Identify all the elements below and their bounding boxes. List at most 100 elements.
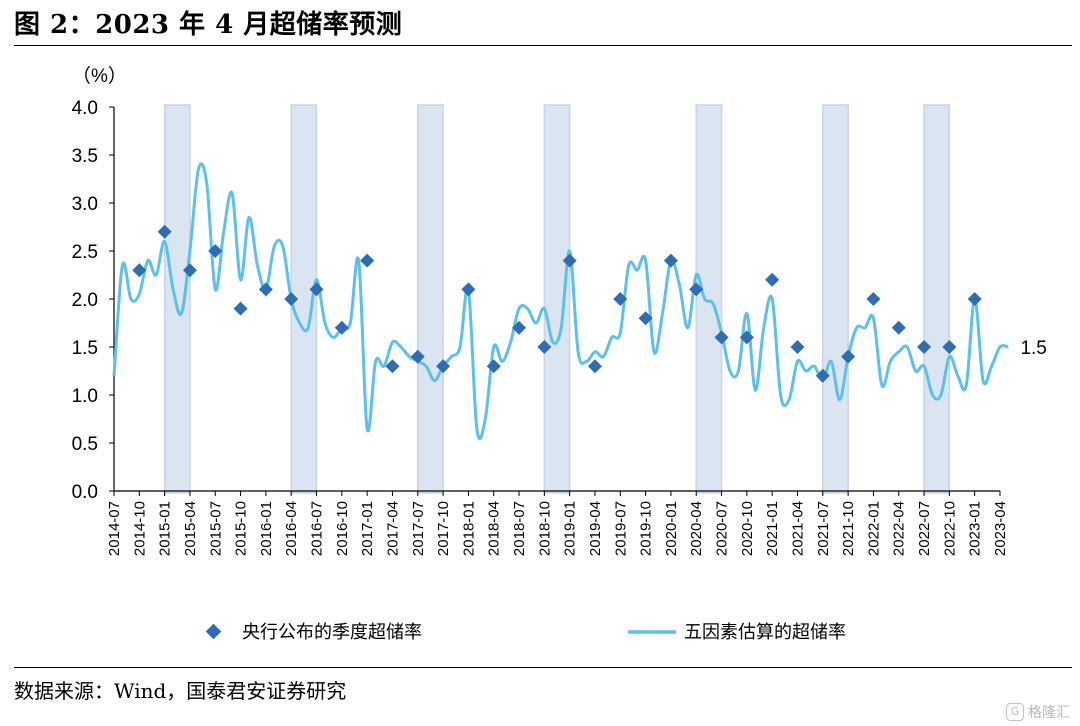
data-point-marker (891, 320, 906, 335)
data-point-marker (739, 330, 754, 345)
x-tick-label: 2022-10 (941, 501, 958, 556)
data-point-marker (309, 282, 324, 297)
x-tick-label: 2018-07 (511, 501, 528, 556)
data-point-marker (942, 340, 957, 354)
data-point-marker (208, 244, 223, 258)
data-point-marker (714, 330, 729, 345)
data-point-marker (866, 292, 881, 306)
x-tick-label: 2019-07 (612, 501, 629, 556)
chart: （%） 0.0 0.5 1.0 1.5 2.0 2.5 3.0 3.5 4.0 2014-07 2… (72, 65, 1047, 643)
data-point-marker (410, 349, 425, 364)
shaded-band-4 (695, 104, 723, 494)
legend-label-pboc: 央行公布的季度超储率 (242, 622, 422, 643)
shaded-periods (163, 104, 951, 494)
x-tick-label: 2015-10 (233, 501, 250, 556)
legend-label-estimate: 五因素估算的超储率 (684, 622, 846, 643)
data-point-marker (284, 292, 299, 306)
x-tick-label: 2017-07 (410, 501, 427, 556)
x-tick-label: 2023-04 (992, 501, 1009, 556)
x-tick-label: 2016-10 (334, 501, 351, 556)
watermark: G 格隆汇 (1006, 702, 1070, 722)
x-tick-label: 2020-07 (714, 501, 731, 556)
data-point-marker (334, 320, 349, 335)
x-tick-label: 2020-01 (663, 501, 680, 556)
g-logo-icon: G (1006, 703, 1024, 721)
data-point-marker (385, 359, 400, 374)
y-tick-label: 0.5 (72, 434, 98, 455)
x-tick-label: 2022-07 (916, 501, 933, 556)
x-tick-label: 2020-04 (688, 501, 705, 556)
series-markers-pboc (132, 224, 982, 383)
x-tick-label: 2021-10 (840, 501, 857, 556)
x-tick-label: 2019-01 (562, 501, 579, 556)
shaded-band-2 (417, 104, 444, 494)
page-title: 图 2：2023 年 4 月超储率预测 (14, 10, 403, 40)
y-tick-label: 2.0 (72, 290, 98, 311)
data-point-marker (613, 292, 628, 306)
y-tick-label: 4.0 (72, 98, 98, 119)
y-tick-label: 0.0 (72, 482, 98, 503)
x-tick-label: 2021-04 (789, 501, 806, 556)
y-tick-label: 1.5 (72, 338, 98, 359)
y-tick-label: 1.0 (72, 386, 98, 407)
x-tick-label: 2014-10 (131, 501, 148, 556)
x-tick-label: 2018-10 (536, 501, 553, 556)
data-point-marker (132, 263, 147, 278)
x-tick-label: 2023-01 (967, 501, 984, 556)
x-tick-label: 2021-07 (815, 501, 832, 556)
x-tick-label: 2017-04 (384, 501, 401, 556)
x-tick-label: 2014-07 (106, 501, 123, 556)
legend: 央行公布的季度超储率 五因素估算的超储率 (205, 622, 846, 643)
data-point-marker (765, 272, 780, 287)
x-tick-label: 2019-10 (638, 501, 655, 556)
x-tick-label: 2016-04 (283, 501, 300, 556)
x-tick-label: 2016-01 (258, 501, 275, 556)
shaded-band-0 (163, 104, 191, 494)
x-tick-label: 2022-04 (891, 501, 908, 556)
y-tick-label: 2.5 (72, 242, 98, 263)
data-point-marker (917, 340, 932, 354)
x-tick-label: 2022-01 (865, 501, 882, 556)
x-tick-label: 2018-04 (486, 501, 503, 556)
data-point-marker (258, 282, 273, 297)
data-point-marker (233, 301, 248, 316)
x-tick-label: 2019-04 (587, 501, 604, 556)
watermark-text: 格隆汇 (1028, 705, 1070, 721)
x-tick-label: 2017-10 (435, 501, 452, 556)
y-axis-unit-label: （%） (72, 65, 127, 87)
data-point-marker (689, 282, 704, 297)
shaded-band-6 (923, 104, 951, 494)
series-line-five-factor (112, 162, 1009, 441)
x-tick-label: 2021-01 (764, 501, 781, 556)
shaded-band-5 (822, 104, 849, 494)
y-ticks: 0.0 0.5 1.0 1.5 2.0 2.5 3.0 3.5 4.0 (72, 98, 114, 503)
data-point-marker (790, 340, 805, 354)
data-point-marker (967, 292, 982, 306)
data-point-marker (841, 349, 856, 364)
data-point-marker (537, 340, 552, 354)
y-tick-label: 3.0 (72, 194, 98, 215)
data-point-marker (486, 359, 501, 374)
data-point-marker (638, 311, 653, 326)
shaded-band-3 (543, 104, 571, 494)
x-tick-label: 2015-04 (182, 501, 199, 556)
x-tick-label: 2015-07 (207, 501, 224, 556)
top-rule (14, 45, 1072, 46)
data-point-marker (461, 282, 476, 297)
x-ticks: 2014-07 2014-10 2015-01 2015-04 2015-07 2015-… (106, 491, 1009, 556)
data-point-marker (157, 224, 172, 239)
x-tick-label: 2020-10 (739, 501, 756, 556)
legend-diamond-icon (205, 623, 222, 640)
y-tick-label: 3.5 (72, 146, 98, 167)
data-point-marker (562, 253, 577, 268)
data-point-marker (182, 263, 197, 278)
bottom-rule (14, 667, 1072, 668)
data-point-marker (436, 359, 451, 374)
end-value-label: 1.5 (1020, 338, 1046, 359)
data-point-marker (512, 320, 527, 335)
data-point-marker (360, 253, 375, 268)
x-tick-label: 2017-01 (359, 501, 376, 556)
data-point-marker (815, 368, 830, 383)
data-point-marker (587, 359, 602, 374)
data-point-marker (663, 253, 678, 268)
